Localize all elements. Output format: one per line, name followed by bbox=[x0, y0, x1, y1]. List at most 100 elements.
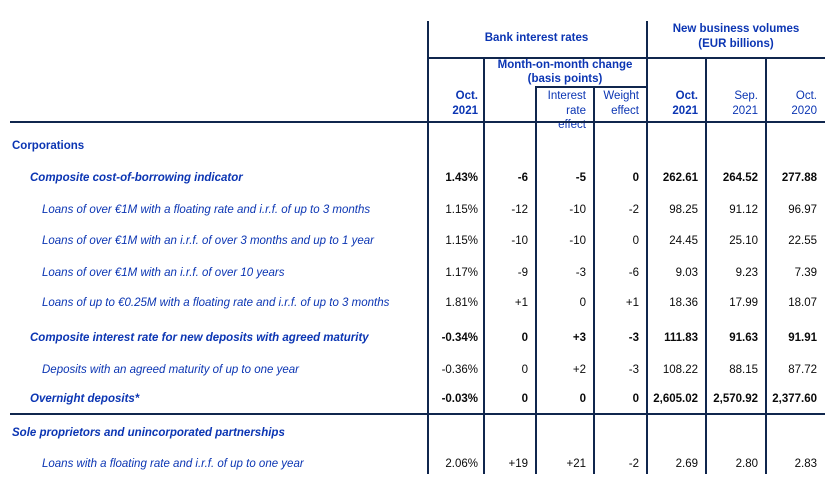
border-under-group-headers bbox=[427, 57, 825, 59]
cell-weight-effect: -3 bbox=[628, 364, 639, 376]
border-sep21-oct20 bbox=[765, 57, 767, 474]
border-left-of-rate-column bbox=[427, 21, 429, 474]
cell-rate: 1.17% bbox=[445, 267, 478, 279]
cell-interest-rate-effect: +3 bbox=[572, 332, 586, 344]
group-header-bank-interest-rates: Bank interest rates bbox=[484, 32, 589, 44]
border-under-overnight-deposits bbox=[10, 413, 825, 415]
cell-volume-sep-2021: 91.12 bbox=[729, 204, 758, 216]
cell-mom-change: -6 bbox=[517, 172, 528, 184]
group-header-new-business-volumes: New business volumes (EUR billions) bbox=[672, 23, 800, 50]
table-row: Composite cost-of-borrowing indicator 1.… bbox=[0, 170, 836, 186]
cell-mom-change: 0 bbox=[521, 364, 528, 376]
row-label-composite-deposits-rate: Composite interest rate for new deposits… bbox=[30, 332, 369, 344]
cell-mom-change: -10 bbox=[511, 235, 528, 247]
cell-interest-rate-effect: 0 bbox=[579, 393, 586, 405]
row-label-overnight-deposits: Overnight deposits* bbox=[30, 393, 140, 405]
cell-interest-rate-effect: -10 bbox=[569, 235, 586, 247]
cell-mom-change: -9 bbox=[517, 267, 528, 279]
cell-volume-sep-2021: 2,570.92 bbox=[713, 393, 758, 405]
cell-rate: -0.03% bbox=[441, 393, 478, 405]
cell-volume-sep-2021: 17.99 bbox=[729, 297, 758, 309]
column-header-mom-change bbox=[486, 89, 528, 120]
cell-interest-rate-effect: -5 bbox=[575, 172, 586, 184]
cell-volume-oct-2020: 2.83 bbox=[794, 458, 817, 470]
table-row: Loans of over €1M with an i.r.f. of over… bbox=[0, 265, 836, 281]
cell-interest-rate-effect: 0 bbox=[579, 297, 586, 309]
cell-volume-sep-2021: 2.80 bbox=[735, 458, 758, 470]
column-header-volume-sep-2021: Sep. 2021 bbox=[732, 90, 758, 117]
cell-mom-change: +1 bbox=[514, 297, 528, 309]
row-label-loans-over-1m-floating: Loans of over €1M with a floating rate a… bbox=[42, 204, 371, 216]
row-label-loans-floating-rate-1y: Loans with a floating rate and i.r.f. of… bbox=[42, 458, 304, 470]
border-interest-weight bbox=[593, 86, 595, 474]
cell-volume-oct-2021: 108.22 bbox=[662, 364, 698, 376]
cell-rate: 1.15% bbox=[445, 204, 478, 216]
row-label-loans-up-to-025m: Loans of up to €0.25M with a floating ra… bbox=[42, 297, 390, 309]
column-header-rate-oct-2021: Oct. 2021 bbox=[452, 90, 478, 117]
table-row: Deposits with an agreed maturity of up t… bbox=[0, 362, 836, 378]
column-header-volume-oct-2020: Oct. 2020 bbox=[791, 90, 817, 117]
row-label-sole-proprietors: Sole proprietors and unincorporated part… bbox=[12, 427, 285, 439]
cell-rate: -0.36% bbox=[441, 364, 478, 376]
cell-weight-effect: 0 bbox=[632, 393, 639, 405]
cell-weight-effect: 0 bbox=[632, 172, 639, 184]
table-row: Sole proprietors and unincorporated part… bbox=[0, 425, 836, 441]
cell-volume-oct-2020: 2,377.60 bbox=[772, 393, 817, 405]
cell-volume-oct-2021: 98.25 bbox=[669, 204, 698, 216]
cell-volume-sep-2021: 264.52 bbox=[722, 172, 758, 184]
cell-volume-oct-2021: 9.03 bbox=[675, 267, 698, 279]
cell-volume-oct-2021: 24.45 bbox=[669, 235, 698, 247]
cell-volume-oct-2020: 87.72 bbox=[788, 364, 817, 376]
cell-weight-effect: 0 bbox=[632, 235, 639, 247]
cell-weight-effect: -3 bbox=[628, 332, 639, 344]
cell-volume-sep-2021: 25.10 bbox=[729, 235, 758, 247]
cell-interest-rate-effect: +2 bbox=[572, 364, 586, 376]
cell-rate: 1.15% bbox=[445, 235, 478, 247]
border-mom-interest-effect bbox=[535, 86, 537, 474]
cell-volume-oct-2020: 96.97 bbox=[788, 204, 817, 216]
cell-mom-change: -12 bbox=[511, 204, 528, 216]
table-row: Loans of over €1M with an i.r.f. of over… bbox=[0, 233, 836, 249]
cell-mom-change: 0 bbox=[521, 332, 528, 344]
cell-volume-sep-2021: 9.23 bbox=[735, 267, 758, 279]
table-row: Composite interest rate for new deposits… bbox=[0, 330, 836, 346]
column-header-interest-rate-effect: Interest rate effect bbox=[547, 90, 586, 131]
table-row: Loans of over €1M with a floating rate a… bbox=[0, 202, 836, 218]
cell-volume-oct-2021: 2.69 bbox=[675, 458, 698, 470]
cell-volume-oct-2020: 18.07 bbox=[788, 297, 817, 309]
row-label-corporations: Corporations bbox=[12, 140, 85, 152]
table-row: Overnight deposits* -0.03% 0 0 0 2,605.0… bbox=[0, 391, 836, 407]
table-row: Corporations bbox=[0, 138, 836, 154]
group-header-month-on-month-change: Month-on-month change (basis points) bbox=[497, 59, 633, 85]
cell-volume-oct-2020: 22.55 bbox=[788, 235, 817, 247]
cell-rate: -0.34% bbox=[441, 332, 478, 344]
cell-rate: 1.43% bbox=[445, 172, 478, 184]
cell-volume-oct-2021: 111.83 bbox=[664, 332, 698, 344]
cell-mom-change: 0 bbox=[521, 393, 528, 405]
table-row: Loans with a floating rate and i.r.f. of… bbox=[0, 456, 836, 472]
cell-rate: 1.81% bbox=[445, 297, 478, 309]
cell-volume-oct-2020: 91.91 bbox=[788, 332, 817, 344]
cell-volume-oct-2021: 262.61 bbox=[662, 172, 698, 184]
cell-rate: 2.06% bbox=[445, 458, 478, 470]
border-under-basis-points bbox=[535, 86, 647, 88]
cell-interest-rate-effect: -10 bbox=[569, 204, 586, 216]
cell-volume-oct-2021: 2,605.02 bbox=[653, 393, 698, 405]
cell-weight-effect: -2 bbox=[628, 458, 639, 470]
cell-volume-oct-2020: 277.88 bbox=[781, 172, 817, 184]
cell-volume-sep-2021: 88.15 bbox=[729, 364, 758, 376]
cell-volume-oct-2020: 7.39 bbox=[794, 267, 817, 279]
cell-weight-effect: +1 bbox=[625, 297, 639, 309]
border-rate-mom bbox=[483, 57, 485, 474]
table-row: Loans of up to €0.25M with a floating ra… bbox=[0, 295, 836, 311]
cell-interest-rate-effect: -3 bbox=[575, 267, 586, 279]
border-bank-newbusiness bbox=[646, 21, 648, 474]
cell-weight-effect: -6 bbox=[628, 267, 639, 279]
row-label-loans-over-1m-irf-3m-1y: Loans of over €1M with an i.r.f. of over… bbox=[42, 235, 374, 247]
row-label-loans-over-1m-irf-10y: Loans of over €1M with an i.r.f. of over… bbox=[42, 267, 285, 279]
column-header-volume-oct-2021: Oct. 2021 bbox=[672, 90, 698, 117]
border-under-column-headers bbox=[10, 121, 825, 123]
row-label-composite-cost-of-borrowing: Composite cost-of-borrowing indicator bbox=[30, 172, 243, 184]
column-header-weight-effect: Weight effect bbox=[603, 90, 639, 117]
